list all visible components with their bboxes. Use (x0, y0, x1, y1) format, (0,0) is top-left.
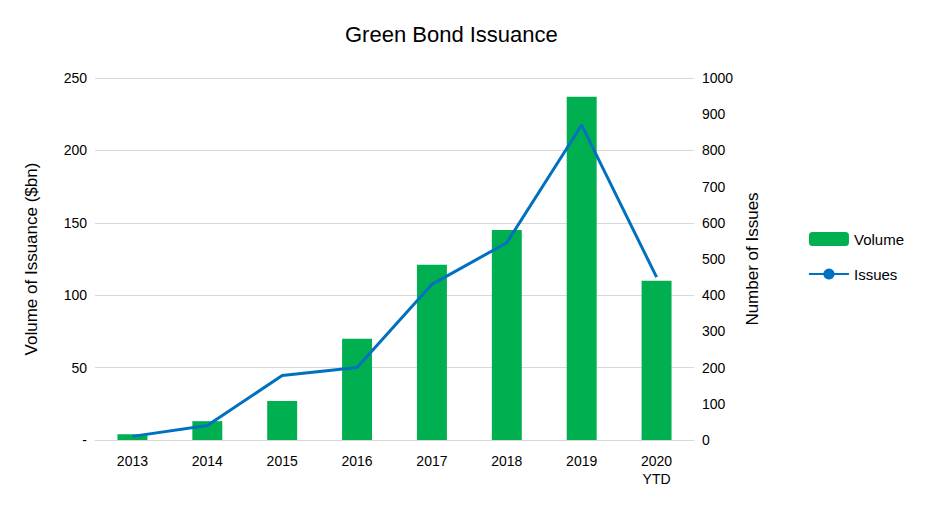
svg-text:500: 500 (702, 251, 726, 267)
svg-text:200: 200 (64, 142, 88, 158)
svg-text:2013: 2013 (117, 453, 148, 469)
svg-text:Volume of Issuance ($bn): Volume of Issuance ($bn) (22, 163, 41, 356)
svg-text:800: 800 (702, 142, 726, 158)
svg-text:0: 0 (702, 432, 710, 448)
svg-text:2017: 2017 (416, 453, 447, 469)
svg-text:2020: 2020 (641, 453, 672, 469)
svg-text:50: 50 (71, 360, 87, 376)
svg-text:250: 250 (64, 70, 88, 86)
svg-text:400: 400 (702, 287, 726, 303)
svg-text:Green Bond Issuance: Green Bond Issuance (345, 22, 558, 47)
svg-text:2019: 2019 (566, 453, 597, 469)
svg-text:300: 300 (702, 323, 726, 339)
svg-text:700: 700 (702, 179, 726, 195)
svg-text:2018: 2018 (491, 453, 522, 469)
svg-text:2014: 2014 (192, 453, 223, 469)
svg-text:200: 200 (702, 360, 726, 376)
svg-text:600: 600 (702, 215, 726, 231)
svg-text:Number of Issues: Number of Issues (743, 192, 762, 325)
svg-text:YTD: YTD (643, 471, 671, 487)
svg-text:900: 900 (702, 106, 726, 122)
svg-text:1000: 1000 (702, 70, 733, 86)
svg-text:100: 100 (64, 287, 88, 303)
svg-text:150: 150 (64, 215, 88, 231)
svg-text:100: 100 (702, 396, 726, 412)
svg-text:Issues: Issues (854, 266, 897, 283)
svg-text:2016: 2016 (341, 453, 372, 469)
svg-text:Volume: Volume (854, 231, 904, 248)
svg-text:-: - (82, 432, 87, 448)
svg-text:2015: 2015 (267, 453, 298, 469)
